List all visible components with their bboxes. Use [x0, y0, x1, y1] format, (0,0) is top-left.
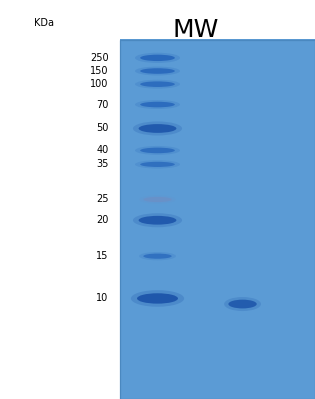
Text: 25: 25 [96, 194, 109, 205]
Ellipse shape [133, 121, 182, 136]
Ellipse shape [140, 162, 175, 167]
FancyBboxPatch shape [120, 40, 315, 399]
Text: 50: 50 [96, 123, 109, 134]
Text: 40: 40 [96, 145, 109, 156]
Ellipse shape [139, 124, 176, 133]
Ellipse shape [135, 67, 180, 75]
Ellipse shape [139, 196, 176, 203]
Ellipse shape [133, 213, 182, 227]
Ellipse shape [140, 148, 175, 153]
Ellipse shape [131, 290, 184, 307]
Ellipse shape [135, 100, 180, 109]
Text: 100: 100 [90, 79, 109, 89]
Text: 70: 70 [96, 99, 109, 110]
Ellipse shape [140, 81, 175, 87]
Ellipse shape [135, 146, 180, 155]
Ellipse shape [228, 300, 257, 308]
Ellipse shape [139, 216, 176, 225]
Ellipse shape [139, 252, 176, 260]
Text: MW: MW [172, 18, 219, 42]
Ellipse shape [137, 293, 178, 304]
Ellipse shape [143, 254, 172, 259]
Ellipse shape [140, 55, 175, 61]
Ellipse shape [143, 197, 172, 202]
Ellipse shape [135, 80, 180, 89]
Text: 250: 250 [90, 53, 109, 63]
Text: 20: 20 [96, 215, 109, 225]
Ellipse shape [140, 102, 175, 107]
Ellipse shape [135, 160, 180, 168]
Text: 35: 35 [96, 159, 109, 170]
Ellipse shape [135, 53, 180, 63]
Ellipse shape [224, 297, 261, 311]
Text: 150: 150 [90, 66, 109, 76]
Ellipse shape [140, 68, 175, 74]
Text: 10: 10 [96, 293, 109, 304]
Text: 15: 15 [96, 251, 109, 261]
Text: KDa: KDa [34, 18, 54, 28]
